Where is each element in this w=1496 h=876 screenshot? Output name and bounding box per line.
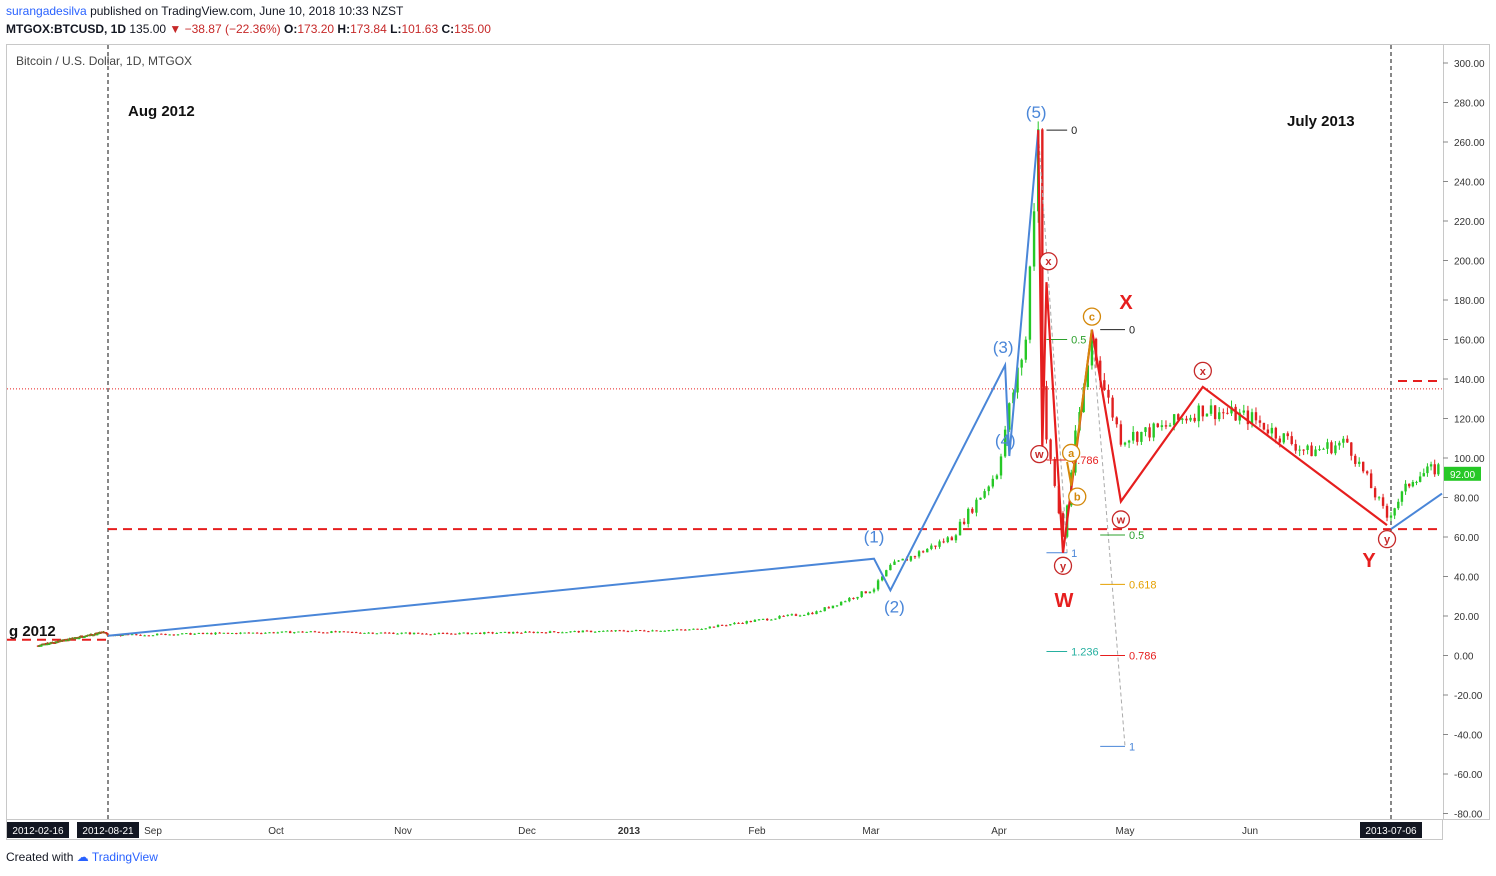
chart-pane[interactable] xyxy=(6,44,1443,820)
price-axis[interactable] xyxy=(1443,44,1490,820)
tradingview-logo[interactable]: ☁ TradingView xyxy=(76,850,158,864)
created-with-text: Created with xyxy=(6,850,74,864)
footer: Created with ☁ TradingView xyxy=(6,850,158,864)
symbol-label: MTGOX:BTCUSD, 1D xyxy=(6,22,126,36)
publish-line: surangadesilva published on TradingView.… xyxy=(6,4,403,18)
time-axis[interactable] xyxy=(6,820,1443,840)
last-price: 135.00 xyxy=(129,22,167,36)
pane-title: Bitcoin / U.S. Dollar, 1D, MTGOX xyxy=(16,54,193,68)
high-value: 173.84 xyxy=(350,22,387,36)
price-change: ▼ −38.87 (−22.36%) xyxy=(169,22,281,36)
tradingview-brand: TradingView xyxy=(91,850,158,864)
author-link[interactable]: surangadesilva xyxy=(6,4,87,18)
published-text: published on TradingView.com, June 10, 2… xyxy=(90,4,404,18)
low-value: 101.63 xyxy=(401,22,439,36)
ohlc-line: MTGOX:BTCUSD, 1D 135.00 ▼ −38.87 (−22.36… xyxy=(6,22,491,36)
close-value: 135.00 xyxy=(454,22,491,36)
open-value: 173.20 xyxy=(297,22,335,36)
